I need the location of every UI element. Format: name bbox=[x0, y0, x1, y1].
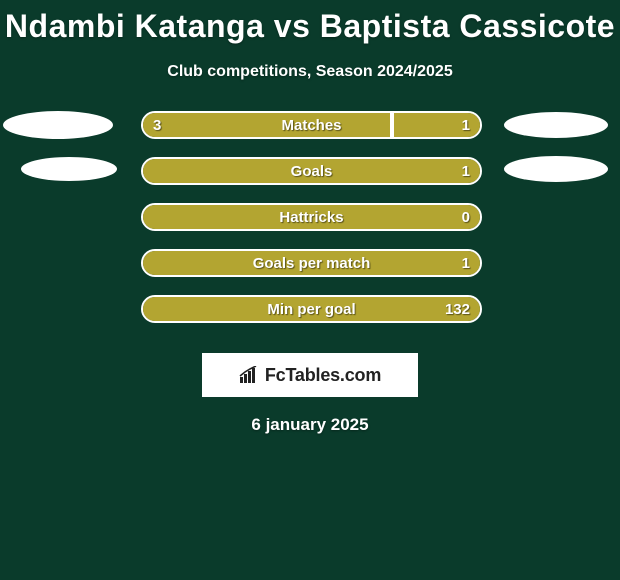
bar-value-right: 1 bbox=[462, 159, 470, 183]
page-title: Ndambi Katanga vs Baptista Cassicote bbox=[0, 0, 620, 45]
bar-fill-full bbox=[143, 159, 480, 183]
bar-value-right: 0 bbox=[462, 205, 470, 229]
bar-fill-full bbox=[143, 251, 480, 275]
chart-icon bbox=[239, 366, 261, 384]
comparison-infographic: Ndambi Katanga vs Baptista Cassicote Clu… bbox=[0, 0, 620, 580]
bar-value-right: 132 bbox=[445, 297, 470, 321]
left-ellipse-icon bbox=[21, 157, 117, 181]
right-ellipse-icon bbox=[504, 112, 608, 138]
bar-fill-full bbox=[143, 297, 480, 321]
page-subtitle: Club competitions, Season 2024/2025 bbox=[0, 63, 620, 81]
bar-track: 3 Matches 1 bbox=[141, 111, 482, 139]
bar-track: Goals 1 bbox=[141, 157, 482, 185]
bar-fill-left bbox=[143, 113, 392, 137]
left-ellipse-icon bbox=[3, 111, 113, 139]
bar-value-right: 1 bbox=[462, 113, 470, 137]
stat-row-hattricks: Hattricks 0 bbox=[0, 203, 620, 249]
stat-row-goals-per-match: Goals per match 1 bbox=[0, 249, 620, 295]
bar-track: Min per goal 132 bbox=[141, 295, 482, 323]
logo-text: FcTables.com bbox=[265, 365, 381, 386]
right-ellipse-icon bbox=[504, 156, 608, 182]
bar-value-left: 3 bbox=[153, 113, 161, 137]
bar-track: Goals per match 1 bbox=[141, 249, 482, 277]
logo-box: FcTables.com bbox=[202, 353, 418, 397]
chart-area: 3 Matches 1 Goals 1 Hattricks 0 bbox=[0, 111, 620, 341]
bar-track: Hattricks 0 bbox=[141, 203, 482, 231]
date: 6 january 2025 bbox=[0, 415, 620, 435]
stat-row-matches: 3 Matches 1 bbox=[0, 111, 620, 157]
bar-value-right: 1 bbox=[462, 251, 470, 275]
bar-fill-full bbox=[143, 205, 480, 229]
stat-row-goals: Goals 1 bbox=[0, 157, 620, 203]
stat-row-min-per-goal: Min per goal 132 bbox=[0, 295, 620, 341]
